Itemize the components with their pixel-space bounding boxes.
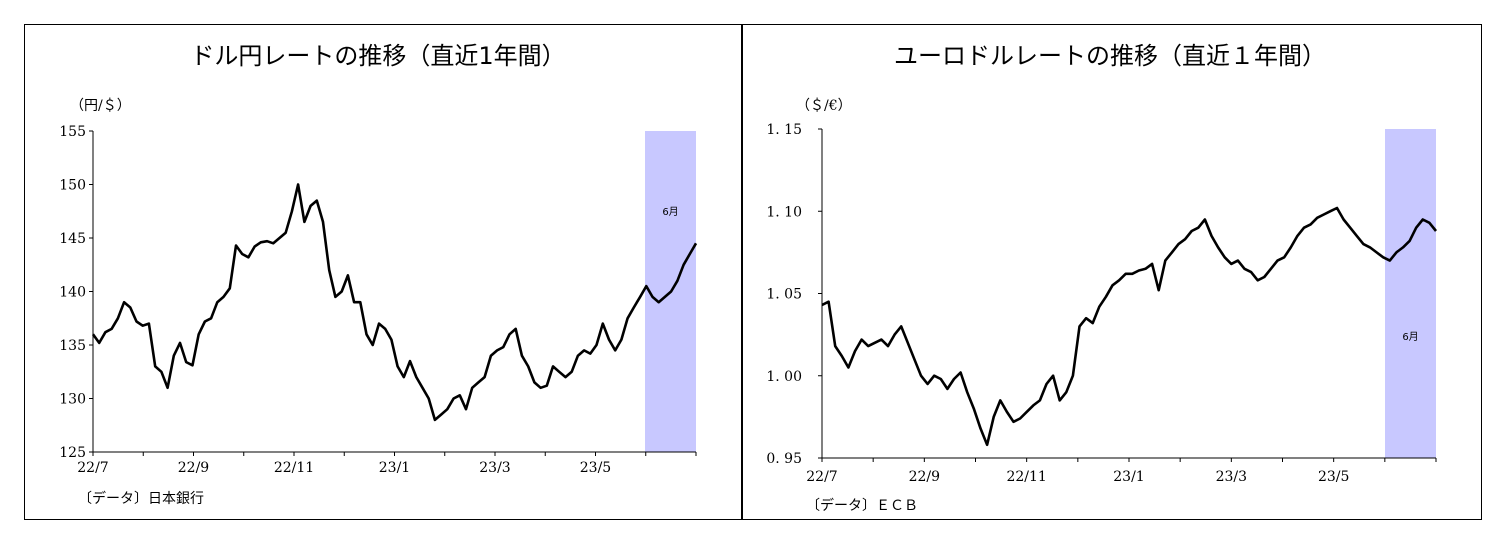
x-tick-label: 23/1 — [1113, 469, 1144, 485]
eurusd-chart: ユーロドルレートの推移（直近１年間） （＄/€） 〔データ〕ＥＣＢ 6月 1. … — [766, 42, 1438, 514]
eurusd-series-line — [821, 206, 1438, 447]
y-tick-label: 130 — [59, 392, 86, 408]
y-tick-label: 150 — [59, 178, 86, 194]
usdjpy-june-band-label: 6月 — [662, 206, 678, 218]
y-tick-label: 0. 95 — [766, 451, 802, 467]
x-tick-label: 22/9 — [178, 460, 209, 476]
usdjpy-y-ticks: 155 150 145 140 135 130 125 — [59, 124, 93, 461]
usdjpy-source: 〔データ〕日本銀行 — [78, 490, 204, 507]
eurusd-x-ticks: 22/7 22/9 22/11 23/1 23/3 23/5 — [806, 458, 1437, 485]
x-tick-label: 23/5 — [580, 460, 611, 476]
eurusd-unit-label: （＄/€） — [796, 98, 852, 114]
usdjpy-x-ticks: 22/7 22/9 22/11 23/1 23/3 23/5 — [77, 452, 697, 476]
y-tick-label: 135 — [59, 338, 86, 354]
x-tick-label: 22/9 — [909, 469, 940, 485]
eurusd-y-ticks: 1. 15 1. 10 1. 05 1. 00 0. 95 — [766, 122, 822, 467]
y-tick-label: 1. 00 — [766, 369, 802, 385]
y-tick-label: 145 — [59, 231, 86, 247]
y-tick-label: 125 — [59, 445, 86, 461]
usdjpy-series-line — [91, 183, 698, 422]
x-tick-label: 23/5 — [1318, 469, 1349, 485]
x-tick-label: 23/1 — [379, 460, 410, 476]
usdjpy-chart: ドル円レートの推移（直近1年間） （円/＄） 〔データ〕日本銀行 6月 1551… — [59, 42, 698, 507]
eurusd-june-band — [1385, 129, 1436, 458]
x-tick-label: 22/11 — [1006, 469, 1046, 485]
x-tick-label: 22/11 — [274, 460, 314, 476]
x-tick-label: 22/7 — [806, 469, 837, 485]
y-tick-label: 155 — [59, 124, 86, 140]
eurusd-axes — [821, 129, 1436, 459]
x-tick-label: 23/3 — [479, 460, 510, 476]
y-tick-label: 1. 05 — [766, 287, 802, 303]
usdjpy-unit-label: （円/＄） — [70, 98, 131, 114]
usdjpy-axes — [92, 131, 696, 453]
eurusd-june-band-label: 6月 — [1402, 331, 1418, 343]
eurusd-title: ユーロドルレートの推移（直近１年間） — [894, 42, 1326, 70]
eurusd-source: 〔データ〕ＥＣＢ — [806, 497, 918, 514]
y-tick-label: 140 — [59, 285, 86, 301]
usdjpy-title: ドル円レートの推移（直近1年間） — [190, 42, 565, 70]
x-tick-label: 22/7 — [77, 460, 108, 476]
panel-divider — [741, 24, 743, 520]
y-tick-label: 1. 15 — [766, 122, 802, 138]
y-tick-label: 1. 10 — [766, 204, 802, 220]
outer-frame — [24, 24, 1482, 520]
x-tick-label: 23/3 — [1216, 469, 1247, 485]
